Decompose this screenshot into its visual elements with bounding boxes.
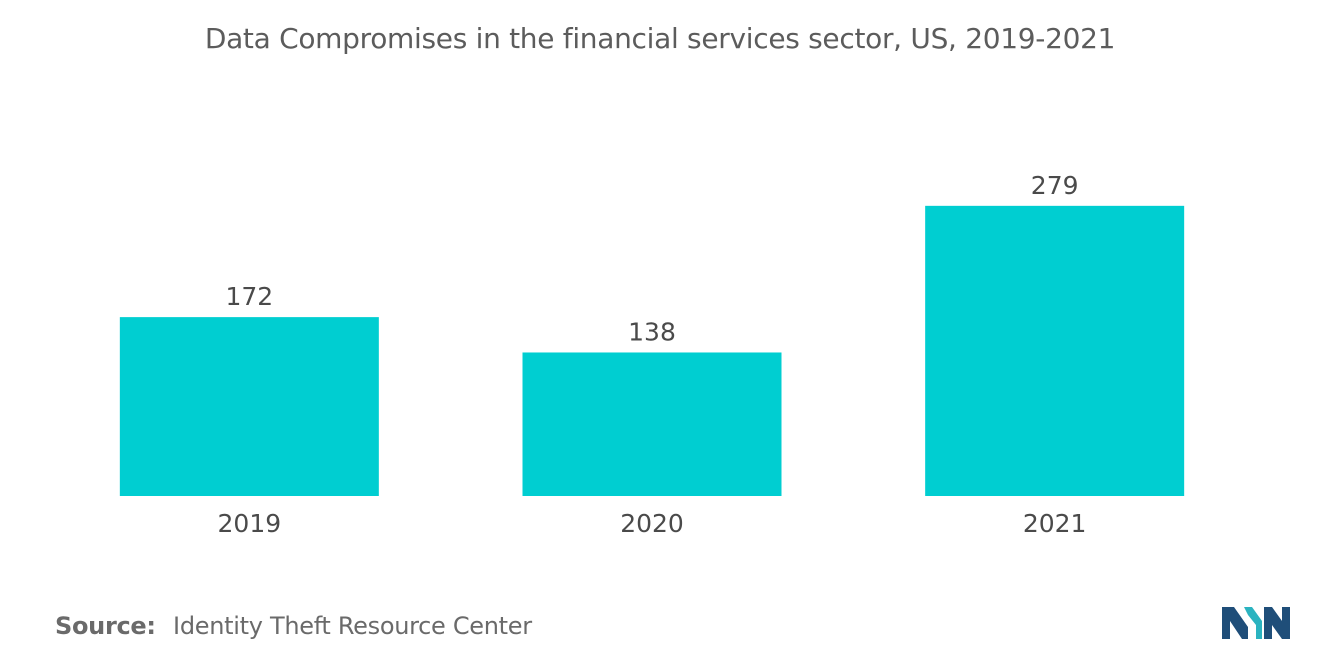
value-labels-layer: 172 138 279 [225,171,1078,347]
category-label-2019: 2019 [218,509,282,538]
bars-layer [119,205,1185,496]
source-text: Identity Theft Resource Center [173,612,532,640]
value-label-2019: 172 [225,282,273,311]
bar-2019 [119,317,379,496]
source-label: Source: [55,612,156,640]
category-label-2020: 2020 [620,509,684,538]
category-labels-layer: 2019 2020 2021 [218,509,1087,538]
bar-2020 [522,352,782,496]
mordor-intelligence-logo-icon [1222,607,1290,639]
value-label-2021: 279 [1031,171,1079,200]
source-note: Source: Identity Theft Resource Center [55,612,532,640]
bar-2021 [925,205,1185,496]
chart-title: Data Compromises in the financial servic… [204,22,1116,55]
category-label-2021: 2021 [1023,509,1087,538]
value-label-2020: 138 [628,317,676,346]
